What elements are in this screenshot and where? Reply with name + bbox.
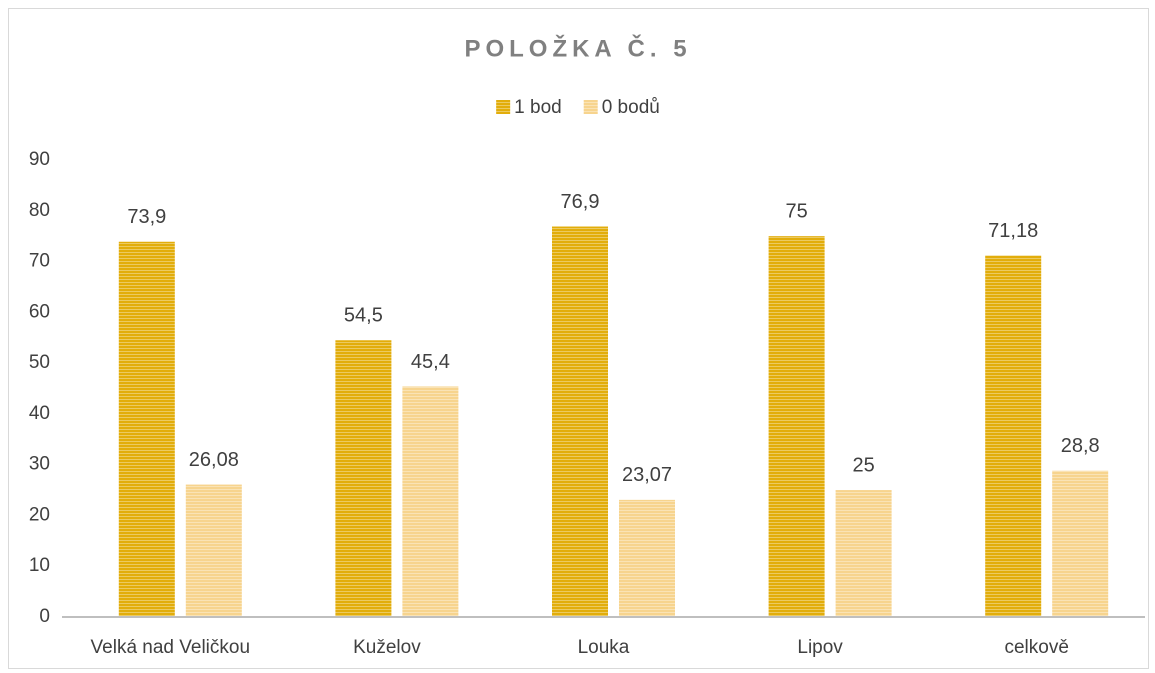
y-tick-label: 50 <box>29 352 50 373</box>
data-label: 25 <box>852 454 874 476</box>
legend-swatch <box>583 100 598 114</box>
x-tick-label: Lipov <box>797 637 843 658</box>
y-tick-label: 70 <box>29 251 50 272</box>
bar <box>552 226 608 617</box>
bar <box>402 386 459 617</box>
x-tick-label: Louka <box>578 637 630 658</box>
y-tick-label: 60 <box>29 301 50 322</box>
data-label: 73,9 <box>127 206 166 228</box>
y-tick-label: 10 <box>29 555 50 576</box>
x-tick-label: celkově <box>1004 637 1068 658</box>
y-tick-label: 0 <box>39 606 50 627</box>
legend-swatch <box>496 100 511 114</box>
x-tick-label: Kuželov <box>353 637 421 658</box>
data-label: 28,8 <box>1061 435 1100 457</box>
data-label: 45,4 <box>411 351 450 373</box>
bar <box>1052 470 1109 617</box>
legend-label: 1 bod <box>514 97 562 118</box>
y-tick-label: 80 <box>29 200 50 221</box>
data-label: 75 <box>785 200 807 222</box>
bar <box>768 236 825 617</box>
y-tick-label: 20 <box>29 504 50 525</box>
bar <box>619 499 675 617</box>
legend: 1 bod 0 bodů <box>496 97 660 118</box>
data-label: 54,5 <box>344 305 383 327</box>
bar <box>335 340 392 617</box>
x-tick-label: Velká nad Veličkou <box>91 637 251 658</box>
bar <box>185 484 242 617</box>
chart-title: POLOŽKA Č. 5 <box>464 34 691 62</box>
data-label: 26,08 <box>189 449 239 471</box>
y-tick-label: 90 <box>29 149 50 170</box>
y-tick-label: 40 <box>29 403 50 424</box>
bar <box>118 241 175 617</box>
data-label: 76,9 <box>561 191 600 213</box>
bar <box>835 490 892 617</box>
bar <box>985 255 1042 617</box>
data-label: 71,18 <box>988 220 1038 242</box>
legend-label: 0 bodů <box>602 97 660 118</box>
y-tick-label: 30 <box>29 454 50 475</box>
data-label: 23,07 <box>622 464 672 486</box>
